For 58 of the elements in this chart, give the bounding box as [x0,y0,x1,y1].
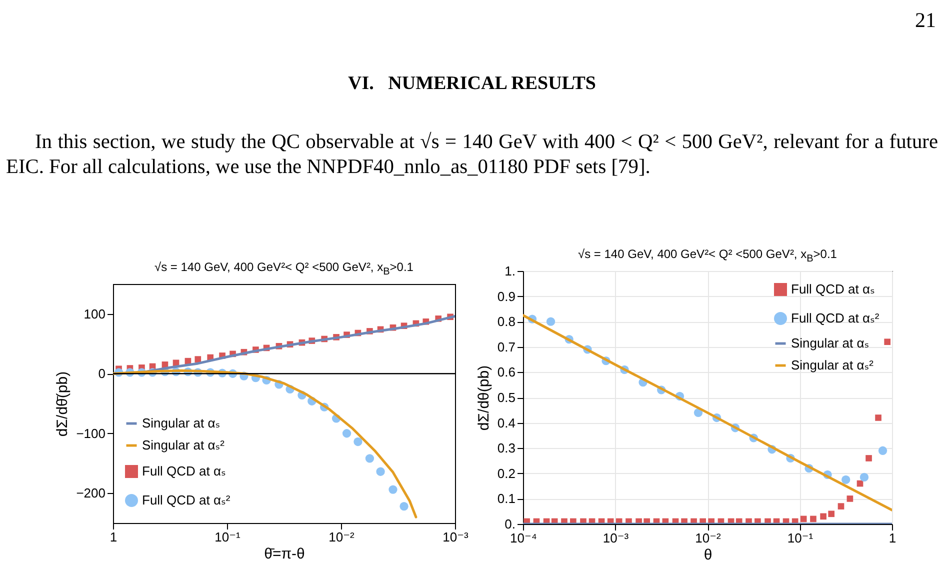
chart-title: √s = 140 GeV, 400 GeV²< Q² <500 GeV², x$_{B}$>0.1 [577,247,838,264]
y-tick-label: 0 [98,366,106,382]
legend-label: Singular at αₛ [142,416,220,430]
point [810,516,816,522]
x-axis-title: θ [704,546,712,564]
y-tick-label: −100 [76,426,106,441]
legend-label: Full QCD at αₛ [142,464,226,478]
x-axis-title: θ̄=π-θ [264,546,305,562]
legend-label: Singular at αₛ² [791,358,874,372]
point [354,437,362,446]
point [866,455,872,462]
point [194,356,202,362]
point [365,454,374,463]
line-series [523,314,892,512]
y-tick-label: 0. [504,516,516,532]
point [838,503,844,510]
x-tick-label: 10⁻³ [602,530,630,546]
x-tick-label: 10⁻² [328,530,355,544]
y-tick-label: 0.4 [497,415,516,430]
x-tick-label: 10⁻³ [442,530,469,544]
legend-label: Singular at αₛ [791,336,870,350]
y-tick-label: −200 [76,486,106,501]
text: 21 [914,8,936,33]
y-tick-label: 0.2 [497,466,516,481]
legend-label: Full QCD at αₛ² [142,492,231,508]
y-tick-label: 0.3 [497,440,516,456]
point [388,485,398,494]
y-tick-label: 0.9 [497,288,516,304]
y-tick-label: 0.6 [497,364,516,380]
y-tick-label: 0.8 [497,314,516,330]
chart-title: √s = 140 GeV, 400 GeV²< Q² <500 GeV², x$_{B}$>0.1 [154,260,414,278]
y-tick-label: 100 [84,306,106,322]
point [800,516,807,522]
y-tick-label: 1. [504,264,516,278]
point [828,510,834,518]
point [846,496,854,502]
point [342,429,352,438]
point [400,502,408,511]
x-tick-label: 10⁻⁴ [510,530,537,546]
point [376,467,385,476]
legend-label: Full QCD at αₛ² [791,310,880,326]
x-tick-label: 1 [888,530,896,546]
point [884,338,890,346]
y-axis-title: dΣ/dθ̄(pb) [54,371,72,437]
x-tick-label: 10⁻¹ [214,530,241,544]
y-tick-label: 0.7 [497,339,516,354]
point [820,513,826,520]
legend-label: Singular at αₛ² [142,438,226,452]
y-tick-label: 0.5 [497,390,516,405]
y-tick-label: 0.1 [497,491,516,506]
x-tick-label: 10⁻¹ [787,530,814,546]
y-axis-title: dΣ/dθ(pb) [475,365,492,431]
x-tick-label: 1 [110,530,118,544]
text: VI. NUMERICAL RESULTS [347,73,597,95]
text: In this section, we study the QC observable at √s = 140 GeV with 400 < Q² < 500 GeV², relevant for a future EIC. For all calculations, we use the NNPDF40_nnlo_as_01180 PDF sets [79]. [6,130,938,180]
legend-label: Full QCD at αₛ [791,282,876,296]
point [875,414,882,421]
x-tick-label: 10⁻² [695,530,722,546]
